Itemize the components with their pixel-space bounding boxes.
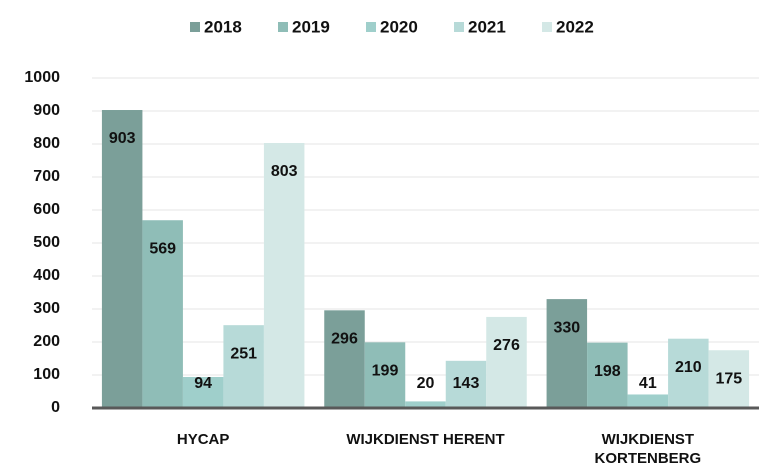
legend-swatch [366,22,376,32]
y-tick-label: 700 [33,168,60,185]
data-label: 198 [594,363,621,380]
y-tick-label: 200 [33,333,60,350]
data-label: 330 [553,319,580,336]
legend-label: 2018 [204,17,242,36]
data-label: 94 [194,375,212,392]
y-tick-label: 600 [33,201,60,218]
data-label: 143 [453,375,480,392]
x-tick-label: HYCAP [176,431,230,448]
bar [142,220,183,408]
bar [364,342,406,408]
data-label: 251 [230,345,257,362]
data-label: 20 [417,375,435,392]
legend-label: 2021 [468,17,506,36]
legend-swatch [454,22,464,32]
data-label: 803 [271,163,298,180]
legend-label: 2020 [380,17,418,36]
y-tick-label: 300 [33,300,60,317]
data-label: 210 [675,359,702,376]
y-tick-label: 500 [33,234,60,251]
legend-swatch [542,22,552,32]
y-tick-label: 800 [33,135,60,152]
data-label: 41 [639,375,657,392]
bar [486,316,527,408]
bar [324,310,365,408]
bar [627,394,669,408]
y-tick-label: 400 [33,267,60,284]
bar [101,110,143,408]
data-label: 296 [331,331,358,348]
data-label: 199 [372,363,399,380]
data-label: 903 [109,130,136,147]
bar [263,143,305,408]
data-label: 569 [149,240,176,257]
bar [182,376,224,408]
legend-swatch [278,22,288,32]
y-tick-label: 0 [51,399,60,416]
bar [668,338,709,408]
y-tick-label: 1000 [24,69,60,86]
legend-swatch [190,22,200,32]
bar [405,401,446,408]
y-tick-label: 900 [33,102,60,119]
legend-label: 2019 [292,17,330,36]
x-tick-label: WIJKDIENST KORTENBERG [594,431,702,467]
y-tick-label: 100 [33,366,60,383]
bar [445,360,487,408]
data-label: 276 [493,337,520,354]
x-tick-label: WIJKDIENST HERENT [346,431,505,448]
bar [587,342,628,408]
bar [223,325,264,408]
data-label: 175 [715,370,742,387]
bar [546,299,588,408]
bar [708,350,750,408]
legend-label: 2022 [556,17,594,36]
